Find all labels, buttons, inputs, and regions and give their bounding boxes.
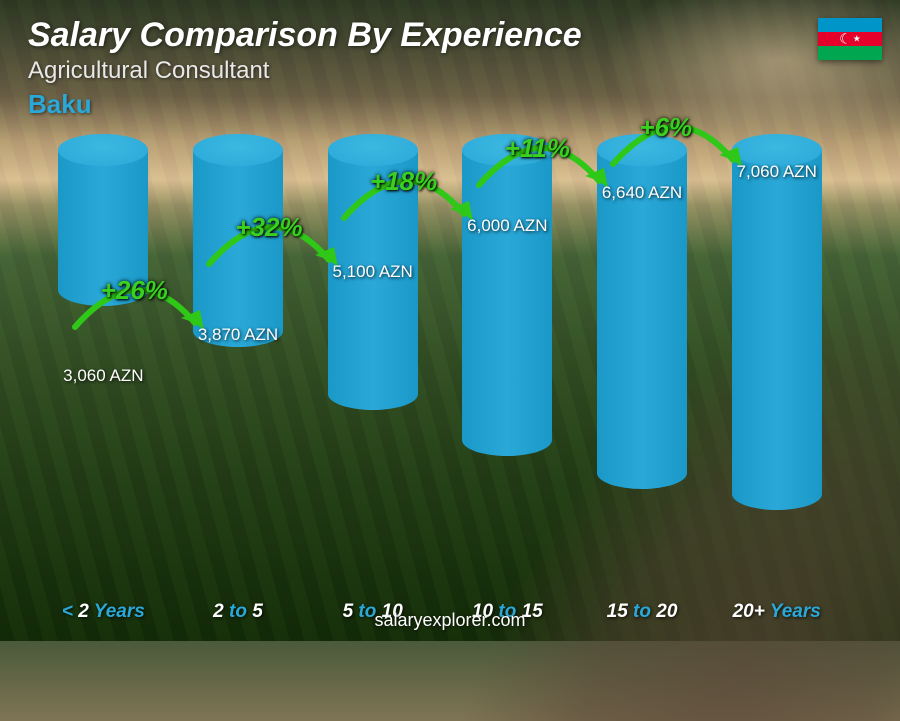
bar-column: +6% 7,060 AZN 20+ Years xyxy=(709,150,844,591)
star-icon: ★ xyxy=(853,34,861,45)
flag-stripe-3 xyxy=(818,46,882,60)
pct-increase-label: +32% xyxy=(235,212,302,243)
bar-column: 3,060 AZN < 2 Years xyxy=(36,150,171,591)
bar-value-label: 6,000 AZN xyxy=(467,216,547,236)
pct-increase-label: +6% xyxy=(639,112,692,143)
pct-increase-label: +26% xyxy=(101,275,168,306)
bar xyxy=(462,150,552,456)
bar-value-label: 6,640 AZN xyxy=(602,183,682,203)
bar-value-label: 3,060 AZN xyxy=(63,366,143,386)
bar-front xyxy=(193,150,283,347)
bar-top xyxy=(328,134,418,166)
country-flag: ☾★ xyxy=(818,18,882,60)
flag-emblem: ☾★ xyxy=(839,31,861,48)
bar xyxy=(193,150,283,347)
bar-front xyxy=(732,150,822,510)
bar-top xyxy=(193,134,283,166)
bar-top xyxy=(58,134,148,166)
pct-increase-label: +18% xyxy=(370,166,437,197)
crescent-icon: ☾ xyxy=(839,31,852,48)
footer-credit: salaryexplorer.com xyxy=(0,610,900,631)
bar-value-label: 7,060 AZN xyxy=(737,162,817,182)
bar-column: +11% 6,640 AZN 15 to 20 xyxy=(575,150,710,591)
chart-location: Baku xyxy=(28,89,872,120)
bar-value-label: 5,100 AZN xyxy=(333,262,413,282)
chart-subtitle: Agricultural Consultant xyxy=(28,57,872,85)
header: Salary Comparison By Experience Agricult… xyxy=(28,16,872,120)
bar-chart: 3,060 AZN < 2 Years +26% 3,870 AZN 2 to … xyxy=(30,150,850,591)
bars-container: 3,060 AZN < 2 Years +26% 3,870 AZN 2 to … xyxy=(30,150,850,591)
bar-column: +18% 6,000 AZN 10 to 15 xyxy=(440,150,575,591)
bar xyxy=(732,150,822,510)
bar-front xyxy=(462,150,552,456)
pct-increase-label: +11% xyxy=(505,133,570,164)
bar-column: +32% 5,100 AZN 5 to 10 xyxy=(305,150,440,591)
bar-value-label: 3,870 AZN xyxy=(198,325,278,345)
chart-title: Salary Comparison By Experience xyxy=(28,16,872,55)
